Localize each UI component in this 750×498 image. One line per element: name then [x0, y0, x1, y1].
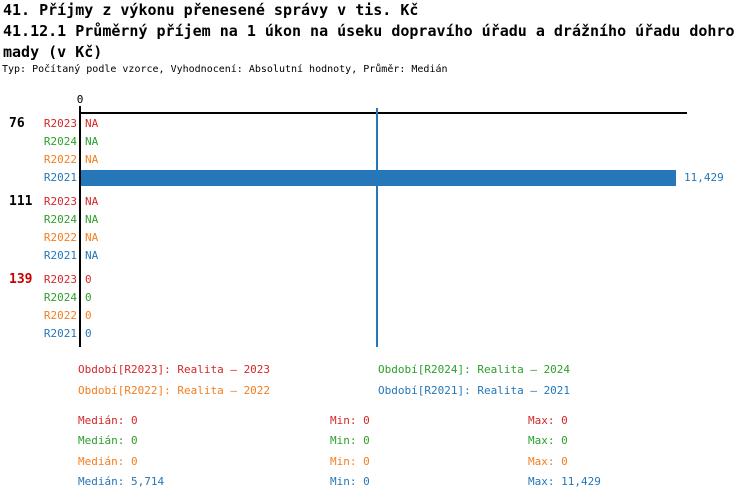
value-label: NA [85, 117, 99, 130]
stat-cell: Max: 0 [528, 414, 568, 427]
report-title-line1: 41. Příjmy z výkonu přenesené správy v t… [3, 1, 419, 19]
report-title-line2: 41.12.1 Průměrný příjem na 1 úkon na úse… [3, 22, 735, 40]
series-label: R2024 [43, 291, 77, 304]
group-label: 111 [9, 194, 33, 209]
stat-cell: Min: 0 [330, 475, 370, 488]
series-label: R2022 [43, 231, 77, 244]
value-label: NA [85, 249, 99, 262]
series-label: R2024 [43, 135, 77, 148]
series-label: R2024 [43, 213, 77, 226]
series-label: R2021 [43, 249, 77, 262]
series-label: R2023 [43, 195, 77, 208]
value-label: 0 [85, 309, 92, 322]
group-label: 139 [9, 272, 33, 287]
value-label: NA [85, 213, 99, 226]
stat-cell: Min: 0 [330, 414, 370, 427]
value-label: 0 [85, 291, 92, 304]
series-label: R2022 [43, 153, 77, 166]
chart-row: R2022 0 [0, 307, 750, 325]
value-label: NA [85, 153, 99, 166]
legend-item: Období[R2023]: Realita – 2023 [78, 363, 271, 376]
stat-cell: Min: 0 [330, 455, 370, 468]
chart-row: 111 R2023 NA [0, 193, 750, 211]
series-label: R2021 [43, 171, 77, 184]
axis-tick-mark [79, 106, 81, 116]
stat-cell: Max: 0 [528, 455, 568, 468]
report-subtitle: Typ: Počítaný podle vzorce, Vyhodnocení:… [2, 64, 448, 75]
series-label: R2022 [43, 309, 77, 322]
chart-row: R2022 NA [0, 229, 750, 247]
chart-row: R2022 NA [0, 151, 750, 169]
stat-cell: Medián: 0 [78, 455, 138, 468]
value-label: 11,429 [684, 171, 724, 184]
bar [81, 170, 676, 186]
y-axis-line [79, 112, 81, 347]
stat-cell: Medián: 0 [78, 414, 138, 427]
series-label: R2021 [43, 327, 77, 340]
chart-row: R2024 0 [0, 289, 750, 307]
value-label: 0 [85, 327, 92, 340]
x-axis-line [79, 112, 687, 114]
chart-row: 76 R2023 NA [0, 115, 750, 133]
stat-cell: Medián: 0 [78, 434, 138, 447]
stat-cell: Max: 11,429 [528, 475, 601, 488]
value-label: NA [85, 195, 99, 208]
chart-row: R2021 11,429 [0, 169, 750, 187]
legend-item: Období[R2022]: Realita – 2022 [78, 384, 271, 397]
group-label: 76 [9, 116, 25, 131]
series-label: R2023 [43, 273, 77, 286]
report-title-line3: mady (v Kč) [3, 43, 103, 61]
stat-cell: Medián: 5,714 [78, 475, 165, 488]
value-label: NA [85, 231, 99, 244]
series-label: R2023 [43, 117, 77, 130]
chart-row: R2021 0 [0, 325, 750, 343]
value-label: 0 [85, 273, 92, 286]
legend-item: Období[R2021]: Realita – 2021 [378, 384, 571, 397]
chart-row: R2024 NA [0, 133, 750, 151]
value-label: NA [85, 135, 99, 148]
chart-row: R2021 NA [0, 247, 750, 265]
chart-row: 139 R2023 0 [0, 271, 750, 289]
median-marker-line [376, 108, 378, 347]
stat-cell: Max: 0 [528, 434, 568, 447]
axis-tick-zero-label: 0 [76, 93, 84, 106]
stat-cell: Min: 0 [330, 434, 370, 447]
legend-item: Období[R2024]: Realita – 2024 [378, 363, 571, 376]
chart-row: R2024 NA [0, 211, 750, 229]
